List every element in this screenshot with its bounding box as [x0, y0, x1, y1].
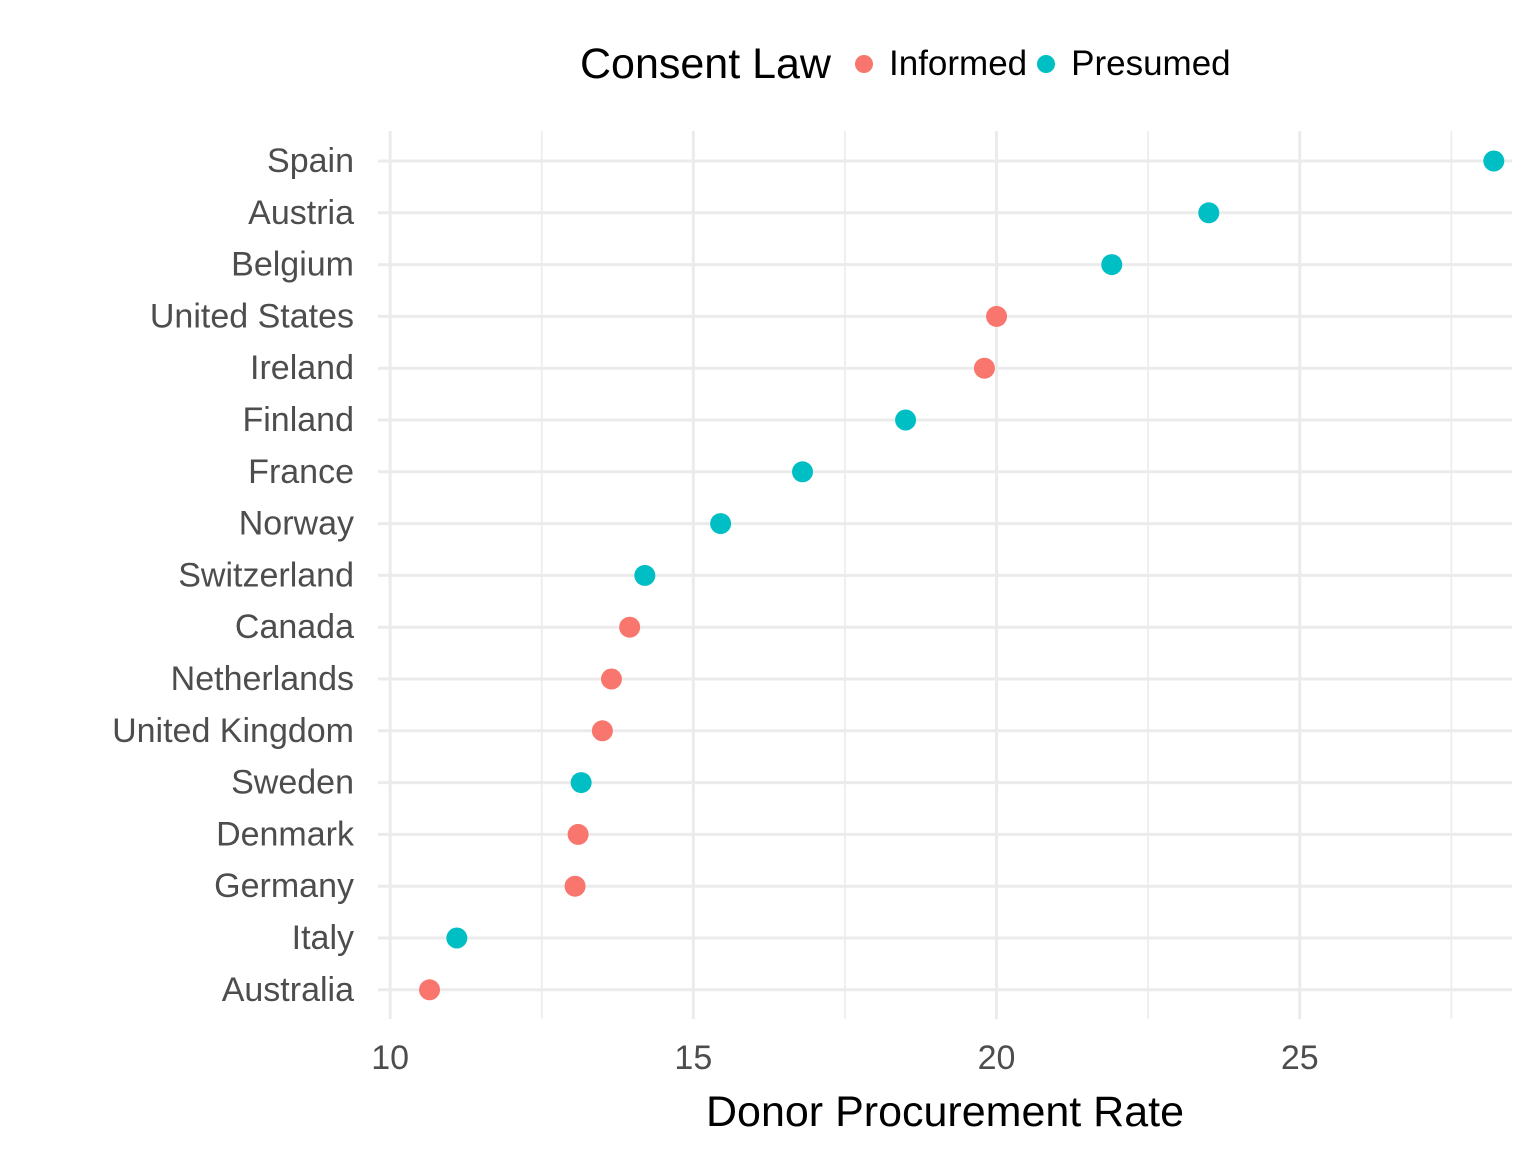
y-tick-label: United Kingdom — [112, 712, 354, 750]
data-point-norway — [710, 513, 732, 535]
y-axis-tick-labels: Spain Austria Belgium United States Ireland F… — [112, 142, 355, 1009]
data-point-canada — [619, 616, 641, 638]
y-tick-label: Denmark — [216, 815, 355, 853]
x-tick-label: 25 — [1281, 1039, 1319, 1077]
legend-title: Consent Law — [580, 39, 831, 88]
legend: Consent Law Informed Presumed — [580, 38, 1231, 90]
legend-label-informed: Informed — [889, 44, 1028, 83]
y-tick-label: Ireland — [250, 349, 354, 387]
grid — [378, 131, 1512, 1019]
y-tick-label: Austria — [248, 194, 354, 232]
y-tick-label: Finland — [242, 401, 354, 439]
y-tick-label: France — [248, 453, 354, 491]
y-tick-label: Belgium — [231, 246, 354, 284]
y-tick-label: Canada — [235, 608, 354, 646]
legend-key-presumed — [1037, 55, 1056, 73]
y-tick-label: Norway — [239, 505, 354, 543]
legend-label-presumed: Presumed — [1071, 44, 1231, 83]
data-point-belgium — [1101, 254, 1123, 276]
y-tick-label: Netherlands — [171, 660, 354, 698]
x-axis-tick-labels: 10 15 20 25 — [371, 1039, 1318, 1077]
x-tick-label: 20 — [978, 1039, 1016, 1077]
data-point-australia — [419, 979, 441, 1001]
y-tick-label: Italy — [292, 919, 354, 957]
x-axis-title: Donor Procurement Rate — [706, 1088, 1184, 1136]
data-points — [419, 150, 1505, 1001]
data-point-netherlands — [600, 668, 622, 690]
data-point-ireland — [973, 357, 995, 379]
data-point-italy — [446, 927, 468, 949]
data-point-spain — [1483, 150, 1505, 172]
data-point-germany — [564, 875, 586, 897]
y-tick-label: Sweden — [231, 764, 354, 802]
data-point-united-kingdom — [591, 720, 613, 742]
x-tick-label: 15 — [674, 1039, 712, 1077]
data-point-united-states — [986, 305, 1008, 327]
y-tick-label: Australia — [222, 971, 354, 1009]
data-point-finland — [895, 409, 917, 431]
x-tick-label: 10 — [371, 1039, 409, 1077]
data-point-france — [791, 461, 813, 483]
legend-item-presumed: Presumed — [1037, 44, 1231, 84]
y-tick-label: United States — [150, 297, 354, 335]
legend-key-informed — [855, 55, 873, 73]
y-tick-label: Germany — [214, 867, 354, 905]
data-point-sweden — [570, 772, 592, 794]
y-tick-label: Switzerland — [178, 556, 354, 594]
data-point-austria — [1198, 202, 1220, 224]
data-point-switzerland — [634, 564, 656, 586]
legend-item-informed: Informed — [855, 44, 1027, 84]
y-tick-label: Spain — [267, 142, 354, 180]
data-point-denmark — [567, 823, 589, 845]
